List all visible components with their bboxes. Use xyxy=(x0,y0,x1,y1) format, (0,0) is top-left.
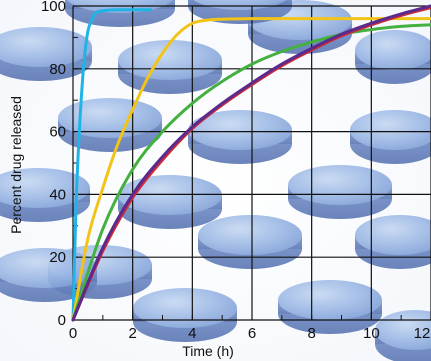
x-axis-title: Time (h) xyxy=(182,343,234,359)
x-tick-label: 12 xyxy=(414,325,431,342)
y-tick-label: 20 xyxy=(49,249,66,266)
y-tick-label: 0 xyxy=(58,312,66,329)
tablet xyxy=(278,280,382,334)
y-tick-label: 80 xyxy=(49,61,66,78)
series-line-2 xyxy=(71,17,431,322)
y-tick-label: 100 xyxy=(41,0,66,15)
tablet xyxy=(198,215,302,269)
tablet xyxy=(0,27,92,81)
y-tick-label: 40 xyxy=(49,186,66,203)
x-tick-label: 8 xyxy=(307,325,315,342)
series-line-1 xyxy=(71,8,153,322)
tablet xyxy=(118,40,222,94)
tablet xyxy=(118,175,222,229)
y-axis-title: Percent drug released xyxy=(8,96,24,234)
tablet xyxy=(188,110,292,164)
series-line-5 xyxy=(71,4,431,322)
x-tick-label: 4 xyxy=(188,325,196,342)
tablet xyxy=(288,165,392,219)
y-tick-label: 60 xyxy=(49,124,66,141)
x-tick-label: 10 xyxy=(363,325,380,342)
tablet xyxy=(0,168,90,222)
x-tick-label: 6 xyxy=(248,325,256,342)
x-tick-label: 0 xyxy=(69,325,77,342)
tick-labels: 0 2 4 6 8 10 12 0 20 40 60 80 100 xyxy=(41,0,430,342)
x-tick-label: 2 xyxy=(128,325,136,342)
series-lines xyxy=(71,4,431,322)
tablet xyxy=(355,215,431,269)
tablet xyxy=(350,110,431,164)
tablet xyxy=(133,288,237,342)
tablet xyxy=(355,30,431,84)
series-line-3 xyxy=(71,23,431,322)
